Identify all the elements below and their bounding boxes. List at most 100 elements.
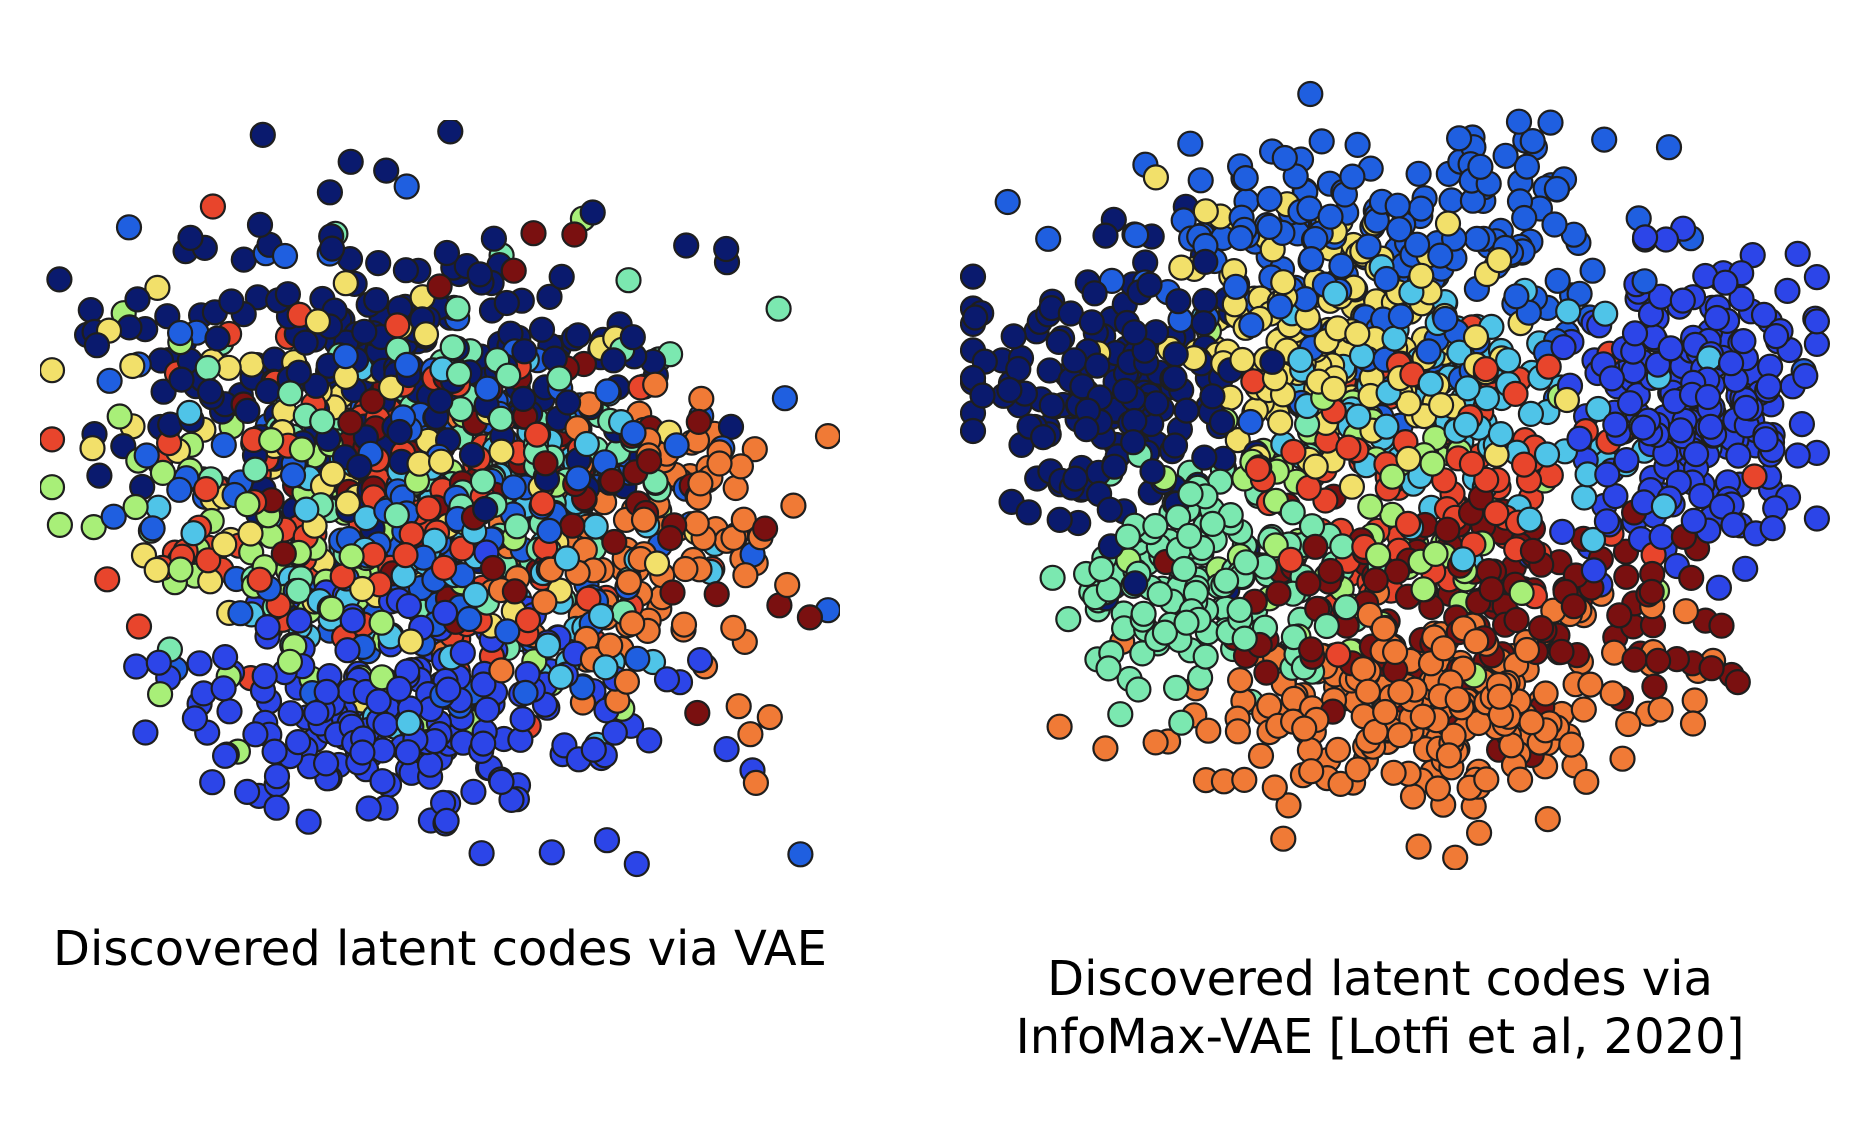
scatter-point xyxy=(1355,233,1382,260)
scatter-point xyxy=(332,270,359,297)
scatter-point xyxy=(433,239,460,267)
scatter-point xyxy=(285,728,312,756)
scatter-point xyxy=(167,556,194,583)
scatter-point xyxy=(360,541,387,568)
scatter-point xyxy=(1667,417,1694,444)
scatter-point xyxy=(1555,298,1582,325)
scatter-point xyxy=(1350,655,1377,683)
scatter-point xyxy=(1803,308,1830,335)
scatter-point xyxy=(536,517,563,544)
scatter-point xyxy=(1732,394,1760,421)
scatter-point xyxy=(722,474,749,502)
scatter-point xyxy=(501,578,528,605)
scatter-point xyxy=(346,453,373,480)
scatter-point xyxy=(186,650,213,677)
scatter-point xyxy=(670,611,698,638)
scatter-point xyxy=(1229,346,1256,374)
scatter-point xyxy=(242,456,269,483)
scatter-point xyxy=(1328,252,1355,279)
scatter-point xyxy=(132,719,159,746)
scatter-point xyxy=(1291,715,1318,742)
scatter-point xyxy=(780,492,807,519)
scatter-point xyxy=(430,554,458,581)
scatter-point xyxy=(469,468,496,495)
scatter-point xyxy=(1415,338,1442,365)
scatter-point xyxy=(1238,312,1265,339)
scatter-point xyxy=(1631,224,1659,251)
scatter-point xyxy=(1621,320,1649,347)
scatter-point xyxy=(1092,222,1119,249)
scatter-point xyxy=(412,321,440,348)
scatter-point xyxy=(1548,638,1575,665)
scatter-point xyxy=(415,495,442,522)
scatter-point xyxy=(1029,424,1057,451)
scatter-point xyxy=(1199,510,1226,537)
scatter-point xyxy=(332,343,359,370)
scatter-point xyxy=(487,405,514,432)
scatter-point xyxy=(1123,222,1150,249)
scatter-point xyxy=(1462,324,1490,351)
scatter-point xyxy=(1297,80,1324,108)
scatter-point xyxy=(1784,240,1811,267)
scatter-point xyxy=(1442,844,1469,870)
scatter-point xyxy=(969,382,996,409)
scatter-point xyxy=(1213,567,1240,594)
scatter-point xyxy=(395,592,422,620)
scatter-point xyxy=(456,605,483,633)
scatter-point xyxy=(1231,766,1258,794)
scatter-point xyxy=(1427,242,1454,269)
scatter-point xyxy=(1177,480,1204,508)
scatter-point xyxy=(686,646,714,674)
scatter-point xyxy=(1256,185,1283,213)
scatter-point xyxy=(1803,505,1830,532)
scatter-point xyxy=(1616,390,1644,417)
scatter-point xyxy=(1062,465,1089,492)
scatter-point xyxy=(1516,506,1543,533)
scatter-point xyxy=(1434,516,1461,543)
infomax-caption: Discovered latent codes via InfoMax-VAE … xyxy=(940,950,1820,1066)
scatter-point xyxy=(1177,130,1204,157)
scatter-point xyxy=(1712,269,1739,296)
scatter-point xyxy=(1382,638,1409,666)
scatter-point xyxy=(1122,570,1149,597)
scatter-point xyxy=(520,220,547,247)
scatter-point xyxy=(1655,134,1683,161)
scatter-point xyxy=(286,607,313,634)
scatter-point xyxy=(597,632,624,659)
scatter-point xyxy=(1641,673,1668,700)
scatter-point xyxy=(1267,409,1294,436)
scatter-point xyxy=(1335,434,1362,461)
scatter-point xyxy=(751,515,779,542)
scatter-point xyxy=(538,839,565,866)
scatter-point xyxy=(1035,225,1062,252)
scatter-point xyxy=(532,450,559,477)
scatter-point xyxy=(1399,783,1427,810)
scatter-point xyxy=(1679,710,1707,737)
scatter-point xyxy=(1599,680,1626,707)
scatter-point xyxy=(514,607,542,634)
scatter-point xyxy=(395,709,422,737)
scatter-point xyxy=(1387,303,1414,330)
scatter-point xyxy=(211,531,238,558)
scatter-point xyxy=(1444,686,1471,713)
infomax-caption-line-2: InfoMax-VAE [Lotfi et al, 2020] xyxy=(1015,1009,1745,1065)
scatter-point xyxy=(210,675,237,702)
scatter-point xyxy=(470,730,497,757)
scatter-point xyxy=(468,840,495,867)
scatter-point xyxy=(249,121,276,148)
scatter-point xyxy=(392,542,419,569)
scatter-point xyxy=(619,610,646,637)
scatter-point xyxy=(417,751,444,778)
scatter-point xyxy=(168,366,195,393)
scatter-point xyxy=(1101,453,1128,480)
scatter-point xyxy=(1784,442,1811,469)
scatter-point xyxy=(1680,507,1707,534)
scatter-point xyxy=(1478,576,1505,603)
scatter-point xyxy=(1452,411,1480,438)
scatter-point xyxy=(1553,386,1581,414)
scatter-point xyxy=(1247,742,1275,769)
scatter-point xyxy=(1792,362,1819,390)
scatter-point xyxy=(470,671,497,698)
scatter-point xyxy=(688,385,715,412)
scatter-point xyxy=(553,545,581,572)
